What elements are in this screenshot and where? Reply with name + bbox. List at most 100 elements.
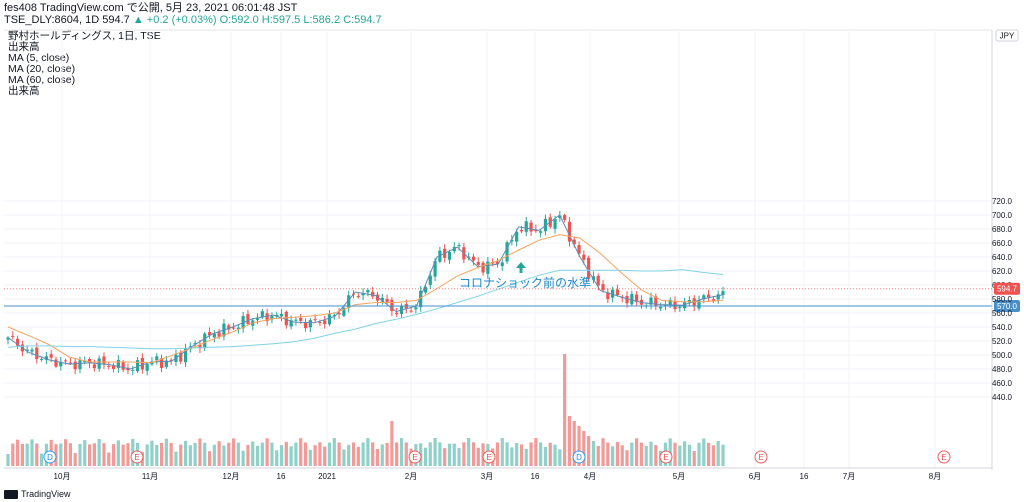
volume-bar — [25, 443, 29, 466]
candle-body — [476, 262, 480, 265]
legend-symbol[interactable]: 野村ホールディングス, 1日, TSE — [8, 30, 161, 42]
volume-bar — [505, 442, 509, 466]
volume-bar — [495, 442, 500, 466]
earnings-marker — [937, 450, 951, 464]
volume-bar — [102, 443, 106, 466]
time-axis[interactable]: 10月 11月 12月 16 2021 2月 3月 16 4月 5月 6月 16 7月 8月 — [4, 467, 992, 481]
ma20-line — [7, 234, 724, 364]
candle-body — [524, 221, 528, 232]
volume-bar — [78, 443, 82, 466]
legend-ma20[interactable]: MA (20, close) — [8, 63, 76, 75]
annotation: コロナショック前の水準 — [459, 262, 591, 290]
level-label: 570.0 — [997, 302, 1018, 311]
candle-body — [159, 358, 164, 368]
candle-body — [659, 306, 663, 309]
time-tick-label: 11月 — [142, 472, 158, 481]
volume-bar — [35, 443, 39, 466]
candle-body — [313, 319, 317, 321]
volume-bar — [275, 450, 279, 466]
volume-bar — [207, 451, 212, 466]
candle-body — [126, 367, 130, 371]
candle-body — [495, 261, 500, 265]
price-tick-label: 540.0 — [992, 323, 1013, 332]
volume-bar — [673, 442, 677, 466]
time-tick-label: 8月 — [929, 472, 941, 481]
event-marker-letter: D — [576, 453, 582, 462]
candle-body — [572, 239, 576, 245]
volume-bar — [577, 426, 581, 466]
volume-bar — [347, 444, 351, 466]
volume-bar — [126, 443, 130, 466]
candle-body — [428, 275, 432, 285]
time-tick-label: 3月 — [481, 472, 493, 481]
volume-bar — [361, 442, 365, 466]
volume-bar — [375, 448, 380, 466]
time-tick-label: 2月 — [405, 472, 417, 481]
candle-body — [73, 361, 77, 370]
candle-body — [183, 348, 188, 363]
volume-bar — [299, 438, 303, 466]
volume-bar — [107, 452, 111, 466]
event-marker-letter: E — [758, 453, 763, 462]
price-change: +0.2 (+0.03%) — [146, 14, 217, 26]
candle-body — [611, 289, 615, 298]
volume-bar — [452, 443, 456, 466]
volume-bar — [476, 447, 480, 466]
candle-body — [721, 291, 725, 295]
event-marker-letter: E — [941, 453, 946, 462]
volume-bar — [318, 442, 322, 466]
candle-body — [83, 361, 87, 363]
volume-bar — [678, 445, 682, 466]
price-tick-label: 700.0 — [992, 211, 1013, 220]
legend-ma60[interactable]: MA (60, close) — [8, 74, 76, 86]
price-tick-label: 440.0 — [992, 393, 1013, 402]
volume-bar — [203, 442, 207, 466]
volume-bar — [246, 444, 250, 466]
volume-bar — [457, 448, 461, 466]
candle-body — [539, 231, 543, 233]
price-tick-label: 680.0 — [992, 225, 1013, 234]
candle-body — [625, 296, 629, 304]
volume-bar — [707, 442, 711, 466]
legend-ma5[interactable]: MA (5, close) — [8, 52, 70, 64]
candle-body — [145, 364, 149, 371]
candle-body — [25, 349, 29, 351]
ohlc-values: O:592.0 H:597.5 L:586.2 C:594.7 — [219, 14, 382, 26]
earnings-marker — [482, 450, 496, 464]
candle-body — [481, 262, 485, 273]
volume-bar — [164, 438, 168, 466]
price-tick-label: 500.0 — [992, 351, 1013, 360]
volume-bar — [625, 450, 629, 466]
candle-body — [347, 295, 351, 308]
last-price-bg — [994, 282, 1020, 295]
volume-bar — [687, 444, 692, 466]
candle-body — [92, 364, 96, 369]
price-axis[interactable]: 440.0 460.0 480.0 500.0 520.0 540.0 560.0 580.0… — [4, 30, 1020, 470]
volume-bar — [371, 442, 375, 466]
volume-bar — [111, 444, 116, 466]
volume-bar — [337, 442, 341, 466]
candle-body — [505, 242, 509, 262]
candle-body — [255, 318, 260, 320]
candle-body — [366, 290, 370, 293]
candle-body — [707, 294, 711, 298]
volume-bar — [241, 450, 245, 466]
candle-body — [678, 306, 682, 308]
price-tick-label: 480.0 — [992, 365, 1013, 374]
candle-body — [447, 251, 452, 260]
candle-body — [563, 215, 567, 220]
legend-volume[interactable]: 出来高 — [8, 41, 40, 53]
legend-volume-2[interactable]: 出来高 — [8, 85, 40, 97]
volume-bar — [582, 431, 586, 466]
volume-bar — [212, 444, 216, 466]
volume-bar — [534, 438, 538, 466]
candle-body — [102, 356, 106, 365]
volume-bar — [159, 442, 164, 466]
volume-bar — [251, 441, 255, 466]
price-level-570[interactable]: 570.0 — [4, 300, 1020, 312]
volume-bar — [313, 445, 317, 466]
volume-bar — [30, 439, 34, 466]
candle-body — [395, 312, 399, 315]
volume-bar — [433, 438, 437, 466]
